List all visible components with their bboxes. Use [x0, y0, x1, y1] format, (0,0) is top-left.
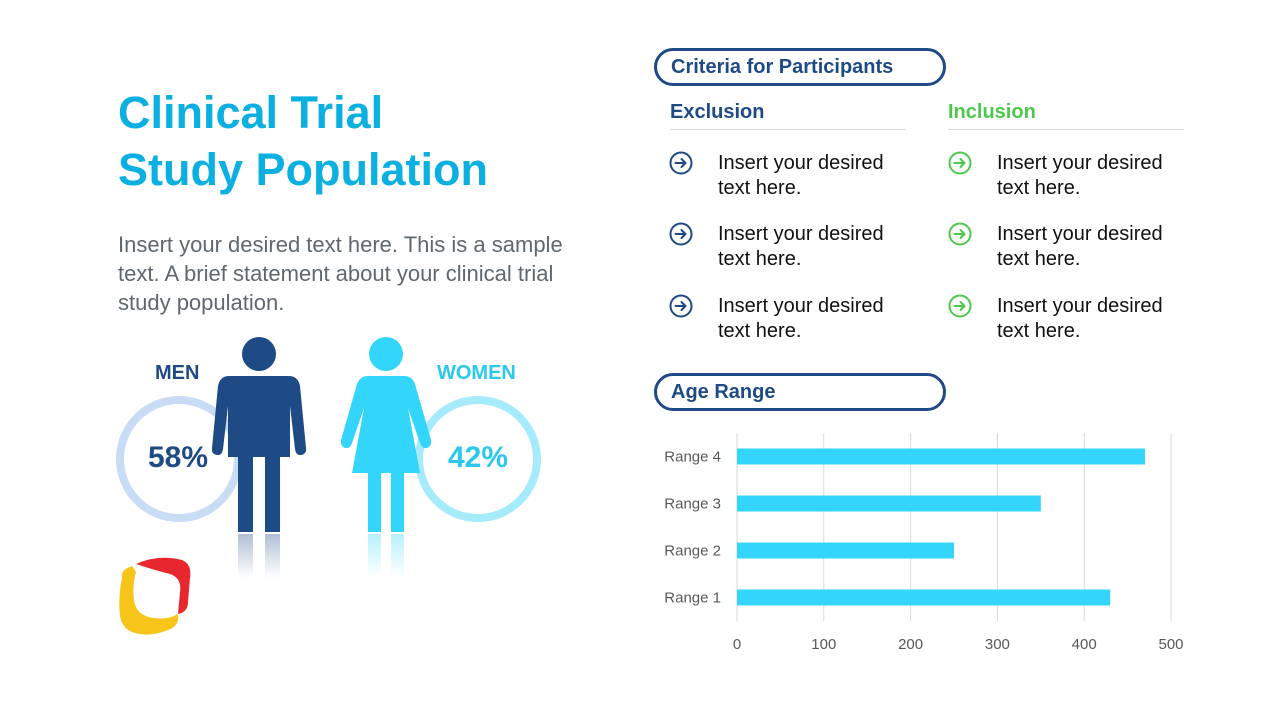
page-title-line-1: Clinical Trial: [118, 87, 384, 138]
arrow-circle-right-icon: [948, 151, 972, 175]
page-title: Clinical Trial Study Population: [118, 84, 598, 198]
description-text: Insert your desired text here. This is a…: [118, 232, 563, 315]
women-ring: [415, 396, 541, 522]
x-tick-label: 300: [985, 636, 1010, 653]
x-tick-label: 100: [811, 636, 836, 653]
bar-range-1: [737, 589, 1111, 606]
women-label: WOMEN: [437, 362, 516, 384]
x-tick-label: 400: [1072, 636, 1097, 653]
age-range-bar-chart: 0 100 200 300 400 500 Range 4 Range 3 Range 2 Ran…: [664, 433, 1184, 653]
men-percent: 58%: [147, 441, 209, 474]
page-title-line-2: Study Population: [118, 144, 488, 195]
inclusion-heading: Inclusion: [948, 101, 1184, 130]
exclusion-item-text: Insert your desired text here.: [718, 152, 884, 199]
arrow-circle-right-icon: [669, 222, 693, 246]
age-range-heading: Age Range: [654, 373, 946, 411]
x-tick-label: 200: [898, 636, 923, 653]
man-figure-icon: [212, 337, 307, 578]
y-category-label: Range 1: [664, 590, 721, 607]
women-percent: 42%: [447, 441, 509, 474]
y-category-label: Range 2: [664, 543, 721, 560]
inclusion-item-text: Insert your desired text here.: [997, 152, 1163, 199]
men-label: MEN: [155, 362, 200, 384]
arrow-circle-right-icon: [948, 222, 972, 246]
y-category-label: Range 4: [664, 449, 721, 466]
woman-figure-icon: [340, 337, 432, 578]
y-category-label: Range 3: [664, 496, 721, 513]
brand-logo-icon: [119, 557, 191, 635]
bar-range-3: [737, 495, 1041, 512]
inclusion-item-text: Insert your desired text here.: [997, 223, 1163, 270]
criteria-heading: Criteria for Participants: [654, 48, 946, 86]
exclusion-heading: Exclusion: [670, 101, 906, 130]
exclusion-item-text: Insert your desired text here.: [718, 223, 884, 270]
arrow-circle-right-icon: [669, 151, 693, 175]
x-tick-label: 500: [1158, 636, 1183, 653]
bar-range-4: [737, 448, 1145, 465]
x-tick-label: 0: [733, 636, 741, 653]
inclusion-item-text: Insert your desired text here.: [997, 295, 1163, 342]
bar-range-2: [737, 542, 954, 559]
arrow-circle-right-icon: [948, 294, 972, 318]
arrow-circle-right-icon: [669, 294, 693, 318]
exclusion-item-text: Insert your desired text here.: [718, 295, 884, 342]
